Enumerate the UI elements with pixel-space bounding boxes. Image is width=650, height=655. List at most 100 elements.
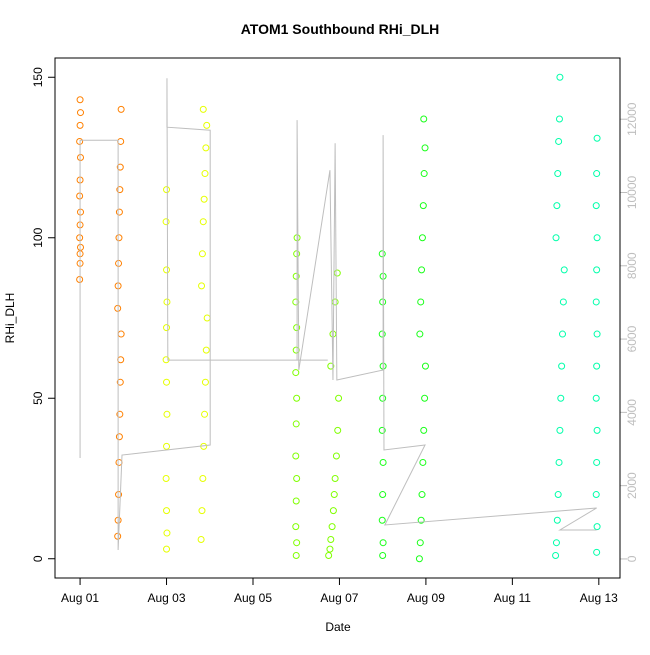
data-point [593, 548, 601, 556]
x-tick-label: Aug 09 [407, 591, 445, 605]
x-tick-label: Aug 01 [61, 591, 99, 605]
data-point [197, 535, 205, 543]
data-point [117, 105, 125, 113]
data-point [199, 105, 207, 113]
data-point [418, 234, 426, 242]
data-point [115, 234, 123, 242]
data-point [116, 186, 124, 194]
data-point [198, 507, 206, 515]
y-tick-label: 150 [31, 67, 45, 87]
data-point [558, 362, 566, 370]
y2-tick-label: 10000 [625, 175, 639, 209]
data-point [556, 426, 564, 434]
data-point [76, 96, 84, 104]
data-point [418, 491, 426, 499]
data-point [326, 545, 334, 553]
plot-frame [54, 57, 621, 579]
data-point [420, 426, 428, 434]
data-point [325, 552, 333, 560]
x-tick-label: Aug 13 [580, 591, 618, 605]
data-point [163, 442, 171, 450]
data-point [203, 121, 211, 129]
data-point [554, 170, 562, 178]
data-point [552, 552, 560, 560]
data-point [293, 394, 301, 402]
data-point [116, 410, 124, 418]
chart-title: ATOM1 Southbound RHi_DLH [241, 21, 440, 37]
data-point [329, 507, 337, 515]
data-point [593, 134, 601, 142]
data-point [592, 202, 600, 210]
data-point [378, 330, 386, 338]
data-point [292, 420, 300, 428]
data-point [379, 458, 387, 466]
data-point [202, 144, 210, 152]
data-point [330, 491, 338, 499]
data-point [379, 491, 387, 499]
data-point [378, 250, 386, 258]
data-point [327, 535, 335, 543]
data-point [555, 115, 563, 123]
data-point [163, 298, 171, 306]
data-point [198, 282, 206, 290]
data-point [334, 426, 342, 434]
data-point [76, 121, 84, 129]
data-point [416, 539, 424, 547]
x-tick-label: Aug 07 [320, 591, 358, 605]
data-point [592, 394, 600, 402]
line-series [79, 78, 597, 550]
y-tick-label: 50 [31, 391, 45, 405]
y2-tick-label: 6000 [625, 325, 639, 352]
x-tick-label: Aug 03 [148, 591, 186, 605]
data-point [163, 378, 171, 386]
y2-tick-label: 4000 [625, 399, 639, 426]
data-point [420, 170, 428, 178]
data-point [77, 109, 85, 117]
data-point [554, 491, 562, 499]
data-point [559, 330, 567, 338]
data-point [417, 516, 425, 524]
data-point [199, 218, 207, 226]
y-tick-label: 0 [31, 555, 45, 562]
data-point [116, 163, 124, 171]
y2-tick-label: 12000 [625, 102, 639, 136]
data-point [555, 458, 563, 466]
data-point [421, 144, 429, 152]
data-point [378, 426, 386, 434]
data-point [553, 202, 561, 210]
data-point [331, 474, 339, 482]
y2-tick-label: 2000 [625, 472, 639, 499]
y-tick-label: 100 [31, 227, 45, 247]
data-point [163, 529, 171, 537]
data-point [420, 115, 428, 123]
data-point [378, 516, 386, 524]
y-axis-label: RHi_DLH [3, 293, 17, 344]
data-point [416, 330, 424, 338]
data-point [115, 433, 123, 441]
data-point [379, 552, 387, 560]
data-point [556, 73, 564, 81]
data-point [292, 452, 300, 460]
data-point [593, 426, 601, 434]
data-point [292, 272, 300, 280]
y2-tick-label: 0 [625, 555, 639, 562]
data-point [557, 394, 565, 402]
data-point [199, 474, 207, 482]
data-point [292, 369, 300, 377]
data-point [116, 378, 124, 386]
data-point [162, 474, 170, 482]
data-point [593, 330, 601, 338]
data-point [593, 523, 601, 531]
data-point [417, 298, 425, 306]
data-point [201, 170, 209, 178]
data-point [559, 298, 567, 306]
data-point [555, 137, 563, 145]
data-point [593, 234, 601, 242]
data-point [162, 218, 170, 226]
data-point [293, 474, 301, 482]
data-point [379, 539, 387, 547]
data-point [421, 362, 429, 370]
data-point [200, 195, 208, 203]
